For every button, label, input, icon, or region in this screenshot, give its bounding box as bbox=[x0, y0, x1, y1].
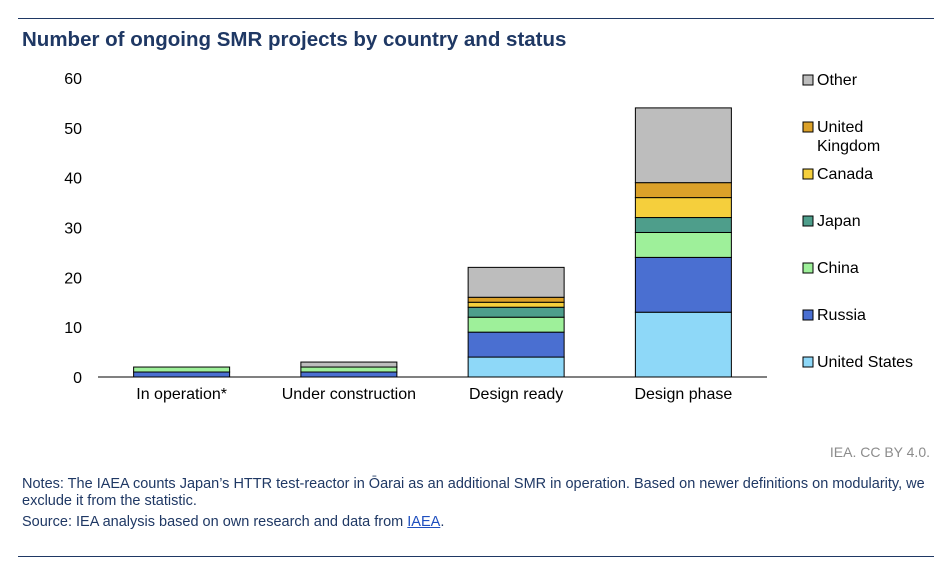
x-tick-label: Design ready bbox=[469, 386, 563, 403]
bar-segment bbox=[634, 256, 732, 313]
legend-label: United States bbox=[817, 354, 913, 371]
legend-label: Kingdom bbox=[817, 138, 880, 155]
x-tick-label: Design phase bbox=[634, 386, 732, 403]
notes-text: Notes: The IAEA counts Japan’s HTTR test… bbox=[22, 476, 925, 509]
y-tick-label: 40 bbox=[64, 171, 82, 188]
source-suffix: . bbox=[440, 514, 445, 530]
iaea-link[interactable]: IAEA bbox=[407, 514, 441, 530]
top-rule bbox=[18, 18, 934, 19]
x-tick-label: Under construction bbox=[282, 386, 416, 403]
legend-swatch bbox=[802, 215, 814, 227]
bar-segment bbox=[634, 197, 732, 219]
bar-segment bbox=[467, 316, 565, 333]
y-tick-label: 20 bbox=[64, 270, 82, 287]
legend-swatch bbox=[802, 168, 814, 180]
legend-swatch bbox=[802, 121, 814, 133]
legend-label: Japan bbox=[817, 213, 861, 230]
notes-block: Notes: The IAEA counts Japan’s HTTR test… bbox=[22, 476, 934, 531]
bar-segment bbox=[467, 306, 565, 318]
x-tick-label: In operation* bbox=[136, 386, 227, 403]
credit-text: IEA. CC BY 4.0. bbox=[829, 444, 930, 460]
legend-label: Canada bbox=[817, 166, 873, 183]
bottom-rule bbox=[18, 556, 934, 557]
legend-swatch bbox=[802, 74, 814, 86]
bar-segment bbox=[300, 366, 398, 373]
smr-projects-chart: 0 10 20 30 40 50 60 In operation* Under construc… bbox=[64, 71, 913, 403]
legend-swatch bbox=[802, 356, 814, 368]
bar-segment bbox=[467, 296, 565, 303]
bar-segment bbox=[133, 366, 231, 373]
source-prefix: Source: IEA analysis based on own resear… bbox=[22, 514, 408, 530]
bar-segment bbox=[634, 182, 732, 199]
bar-segment bbox=[133, 371, 231, 378]
bar-segment bbox=[467, 266, 565, 298]
bar-segment bbox=[467, 356, 565, 378]
bar-segment bbox=[467, 301, 565, 308]
bar-segment bbox=[634, 231, 732, 258]
legend-swatch bbox=[802, 262, 814, 274]
legend-label: Russia bbox=[817, 307, 866, 324]
chart-title: Number of ongoing SMR projects by countr… bbox=[22, 28, 567, 51]
y-tick-label: 50 bbox=[64, 121, 82, 138]
y-tick-label: 10 bbox=[64, 320, 82, 337]
bar-segment bbox=[634, 217, 732, 233]
legend-label: China bbox=[817, 260, 859, 277]
bar-segment bbox=[300, 371, 398, 378]
legend-label: United bbox=[817, 119, 863, 136]
bar-segment bbox=[300, 361, 398, 368]
legend-swatch bbox=[802, 309, 814, 321]
bar-segment bbox=[634, 311, 732, 378]
source-text: Source: IEA analysis based on own resear… bbox=[22, 514, 934, 531]
y-tick-label: 30 bbox=[64, 221, 82, 238]
y-tick-label: 0 bbox=[73, 370, 82, 387]
bar-segment bbox=[634, 107, 732, 184]
legend-label: Other bbox=[817, 72, 858, 89]
y-tick-label: 60 bbox=[64, 71, 82, 88]
bar-segment bbox=[467, 331, 565, 358]
